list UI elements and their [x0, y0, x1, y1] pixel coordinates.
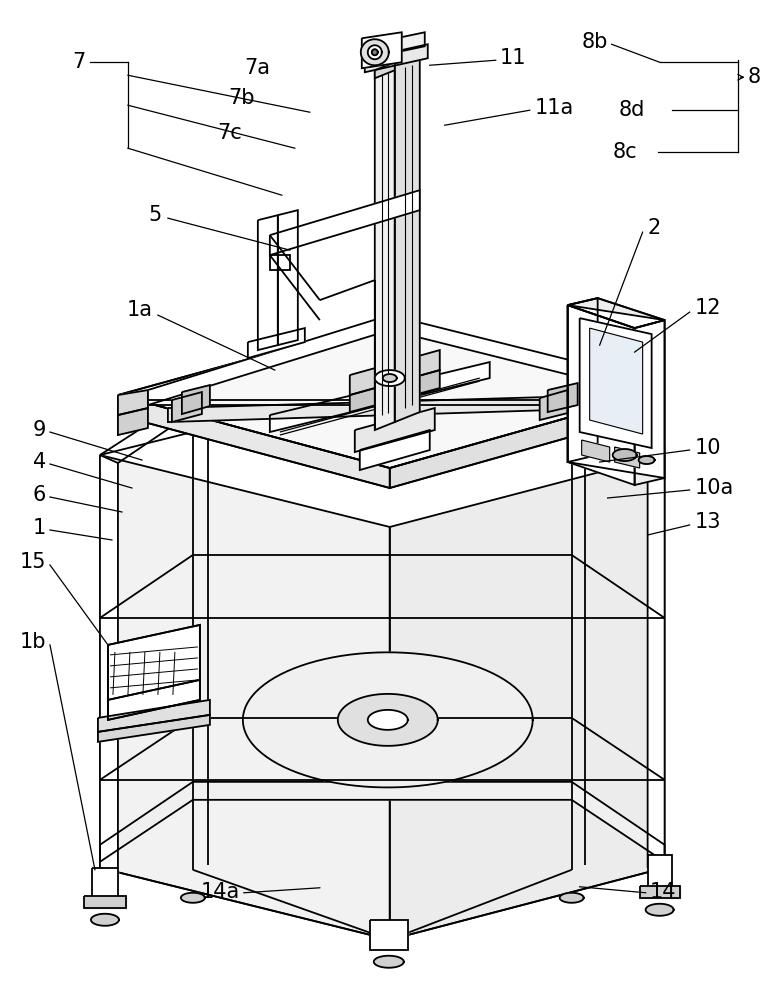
Polygon shape — [360, 430, 430, 470]
Polygon shape — [368, 710, 408, 730]
Polygon shape — [615, 447, 639, 468]
Polygon shape — [91, 914, 119, 926]
Polygon shape — [355, 408, 435, 452]
Polygon shape — [118, 320, 648, 468]
Polygon shape — [108, 680, 200, 720]
Polygon shape — [568, 298, 597, 462]
Polygon shape — [350, 350, 440, 395]
Polygon shape — [639, 456, 655, 464]
Polygon shape — [172, 392, 202, 422]
Polygon shape — [98, 700, 210, 732]
Polygon shape — [639, 886, 680, 898]
Polygon shape — [383, 374, 397, 382]
Text: 9: 9 — [33, 420, 46, 440]
Polygon shape — [648, 448, 664, 868]
Text: 10: 10 — [695, 438, 721, 458]
Polygon shape — [568, 298, 664, 328]
Polygon shape — [84, 896, 126, 908]
Polygon shape — [590, 328, 642, 434]
Polygon shape — [338, 694, 437, 746]
Polygon shape — [620, 375, 648, 415]
Polygon shape — [100, 455, 118, 876]
Polygon shape — [100, 782, 664, 862]
Polygon shape — [648, 855, 671, 888]
Text: 11a: 11a — [535, 98, 574, 118]
Polygon shape — [548, 383, 578, 412]
Polygon shape — [370, 920, 408, 950]
Text: 12: 12 — [695, 298, 721, 318]
Polygon shape — [580, 318, 652, 448]
Text: 5: 5 — [149, 205, 162, 225]
Polygon shape — [568, 298, 664, 328]
Text: 7c: 7c — [217, 123, 242, 143]
Text: 6: 6 — [33, 485, 46, 505]
Text: 13: 13 — [695, 512, 721, 532]
Polygon shape — [568, 305, 664, 478]
Polygon shape — [182, 385, 210, 414]
Polygon shape — [92, 868, 118, 898]
Polygon shape — [270, 190, 420, 255]
Text: 8b: 8b — [581, 32, 607, 52]
Polygon shape — [368, 32, 424, 58]
Text: 1b: 1b — [20, 632, 46, 652]
Text: 14a: 14a — [200, 882, 240, 902]
Polygon shape — [372, 49, 378, 55]
Polygon shape — [365, 44, 427, 72]
Polygon shape — [645, 904, 674, 916]
Text: 7: 7 — [72, 52, 85, 72]
Polygon shape — [539, 390, 568, 420]
Polygon shape — [100, 455, 390, 940]
Polygon shape — [118, 390, 148, 415]
Polygon shape — [383, 394, 407, 406]
Polygon shape — [181, 893, 205, 903]
Text: 7a: 7a — [244, 58, 270, 78]
Polygon shape — [148, 315, 390, 405]
Polygon shape — [375, 62, 395, 430]
Text: 4: 4 — [33, 452, 46, 472]
Polygon shape — [248, 328, 305, 358]
Polygon shape — [390, 455, 664, 940]
Text: 1: 1 — [33, 518, 46, 538]
Polygon shape — [108, 625, 200, 700]
Polygon shape — [118, 408, 148, 435]
Polygon shape — [362, 32, 402, 68]
Text: 15: 15 — [20, 552, 46, 572]
Polygon shape — [375, 370, 405, 386]
Polygon shape — [559, 893, 584, 903]
Polygon shape — [395, 52, 420, 422]
Text: 11: 11 — [500, 48, 527, 68]
Polygon shape — [375, 62, 395, 78]
Polygon shape — [390, 315, 629, 390]
Polygon shape — [108, 625, 200, 720]
Polygon shape — [568, 305, 635, 485]
Polygon shape — [270, 362, 490, 432]
Polygon shape — [613, 449, 636, 461]
Polygon shape — [350, 370, 440, 412]
Polygon shape — [620, 395, 648, 432]
Text: 8: 8 — [748, 67, 760, 87]
Text: 2: 2 — [648, 218, 661, 238]
Polygon shape — [581, 440, 610, 462]
Polygon shape — [168, 395, 615, 422]
Text: 14: 14 — [650, 882, 676, 902]
Polygon shape — [118, 395, 390, 488]
Polygon shape — [270, 255, 290, 270]
Polygon shape — [360, 39, 389, 65]
Text: 1a: 1a — [127, 300, 153, 320]
Polygon shape — [635, 320, 664, 485]
Polygon shape — [278, 210, 298, 345]
Polygon shape — [243, 652, 533, 787]
Polygon shape — [374, 956, 404, 968]
Polygon shape — [98, 715, 210, 742]
Text: 8c: 8c — [613, 142, 638, 162]
Polygon shape — [368, 45, 382, 59]
Text: 10a: 10a — [695, 478, 734, 498]
Text: 8d: 8d — [618, 100, 645, 120]
Polygon shape — [258, 215, 278, 350]
Text: 7b: 7b — [229, 88, 255, 108]
Polygon shape — [390, 395, 648, 488]
